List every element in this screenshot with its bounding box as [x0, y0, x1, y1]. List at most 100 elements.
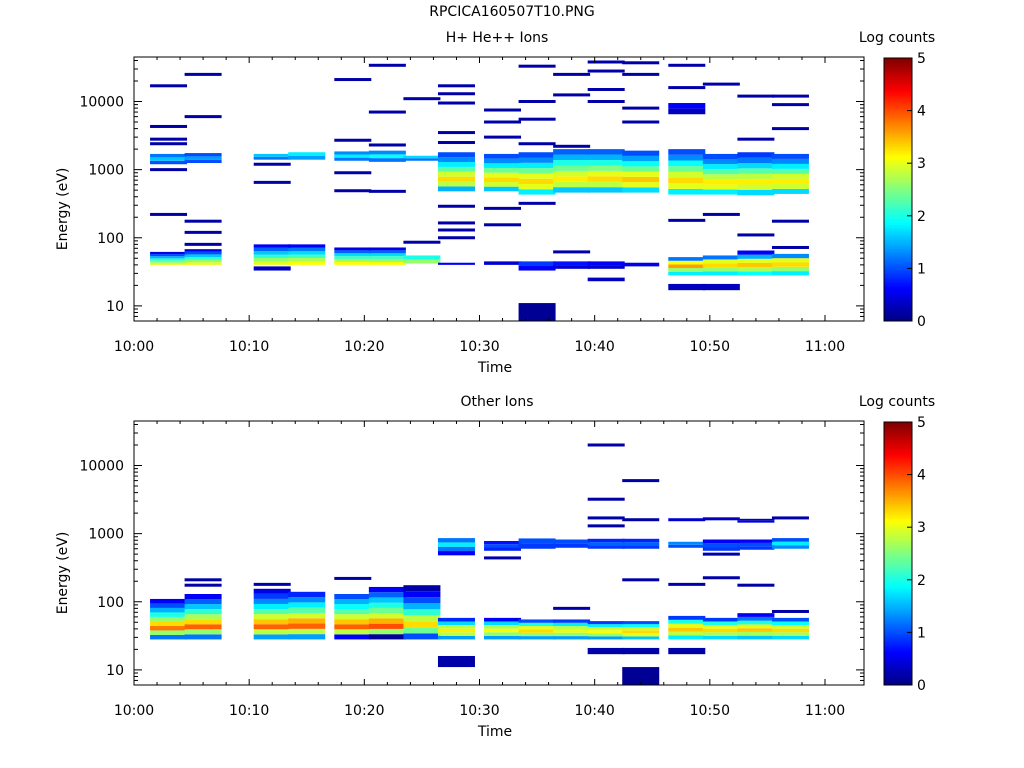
x-tick-label: 10:30 — [459, 339, 499, 355]
heatmap-cell — [437, 551, 475, 556]
heatmap-cell — [150, 124, 188, 128]
heatmap-cell — [771, 245, 809, 249]
heatmap-cell — [702, 539, 740, 544]
spectrogram-other-ions: Other Ions 10:00 10:10 10:20 10:30 10:40 10:5… — [55, 394, 935, 740]
colorbar-swatch — [884, 193, 912, 197]
heatmap-cell — [484, 167, 522, 173]
heatmap-cell — [368, 143, 406, 147]
colorbar-swatch — [884, 520, 912, 524]
heatmap-cell — [587, 100, 625, 104]
colorbar-swatch — [884, 625, 912, 629]
colorbar-swatch — [884, 518, 912, 522]
heatmap-cell — [437, 141, 475, 145]
y-tick-label: 100 — [97, 595, 124, 611]
colorbar-swatch — [884, 463, 912, 467]
heatmap-cell — [368, 256, 406, 260]
heatmap-cell — [334, 256, 372, 260]
colorbar-swatch — [884, 632, 912, 636]
colorbar-swatch — [884, 242, 912, 245]
colorbar-swatch — [884, 296, 912, 300]
heatmap-cell — [288, 254, 326, 259]
colorbar-swatch — [884, 235, 912, 239]
colorbar-swatch — [884, 310, 912, 313]
heatmap-cell — [737, 520, 775, 523]
colorbar-swatch — [884, 228, 912, 232]
colorbar-swatch — [884, 588, 912, 592]
colorbar-swatch — [884, 110, 912, 114]
heatmap-cell — [518, 303, 556, 321]
colorbar-swatch — [884, 121, 912, 125]
y-tick-label: 100 — [97, 231, 124, 247]
colorbar-swatch — [884, 248, 912, 252]
colorbar-swatch — [884, 213, 912, 217]
heatmap-cell — [288, 597, 326, 603]
heatmap-cell — [253, 162, 291, 166]
colorbar-swatch — [884, 132, 912, 136]
colorbar-swatch — [884, 544, 912, 548]
heatmap-cell — [437, 228, 475, 232]
colorbar-swatch — [884, 305, 912, 309]
heatmap-cell — [771, 219, 809, 223]
colorbar-swatch — [884, 663, 912, 666]
colorbar-swatch — [884, 169, 912, 173]
colorbar-swatch — [884, 261, 912, 265]
heatmap-cell — [288, 591, 326, 598]
heatmap-cell — [150, 84, 188, 88]
heatmap-cell — [184, 153, 222, 157]
colorbar-swatch — [884, 553, 912, 557]
y-tick-label: 10000 — [79, 459, 124, 475]
heatmap-cell — [184, 629, 222, 635]
colorbar-swatch — [884, 104, 912, 107]
colorbar-swatch — [884, 125, 912, 129]
colorbar-swatch — [884, 540, 912, 544]
x-tick-label: 10:00 — [114, 703, 154, 719]
heatmap-cell — [622, 171, 660, 177]
heatmap-cell — [553, 636, 591, 640]
heatmap-cell — [484, 621, 522, 626]
heatmap-cell — [771, 183, 809, 189]
heatmap-cell — [368, 634, 406, 640]
x-tick-label: 11:00 — [805, 339, 845, 355]
heatmap-cell — [253, 624, 291, 630]
heatmap-cell — [622, 182, 660, 188]
heatmap-cell — [368, 150, 406, 155]
colorbar-swatch — [884, 656, 912, 660]
heatmap-cell — [553, 181, 591, 188]
heatmap-cell — [368, 618, 406, 624]
colorbar-swatch — [884, 239, 912, 243]
colorbar-swatch — [884, 682, 912, 686]
heatmap-cell — [518, 173, 556, 179]
heatmap-cell — [737, 163, 775, 169]
colorbar-swatch — [884, 459, 912, 462]
heatmap-cell — [702, 625, 740, 629]
heatmap-cell — [518, 619, 556, 623]
heatmap-cell — [668, 171, 706, 178]
heatmap-cell — [368, 623, 406, 629]
heatmap-cell — [334, 250, 372, 254]
heatmap-cell — [403, 597, 441, 604]
heatmap-cell — [184, 599, 222, 605]
heatmap-cell — [737, 267, 775, 272]
heatmap-cell — [334, 599, 372, 605]
colorbar-tick-label: 3 — [917, 520, 926, 536]
heatmap-cell — [702, 628, 740, 633]
x-tick-label: 11:00 — [805, 703, 845, 719]
colorbar-swatch — [884, 494, 912, 498]
heatmap-cell — [150, 168, 188, 172]
heatmap-cell — [771, 617, 809, 622]
heatmap-cell — [253, 593, 291, 599]
colorbar-swatch — [884, 141, 912, 144]
heatmap-cell — [437, 84, 475, 88]
colorbar-swatch — [884, 58, 912, 61]
heatmap-cells — [150, 60, 809, 321]
heatmap-cell — [587, 265, 625, 269]
heatmap-cell — [737, 262, 775, 268]
colorbar-swatch — [884, 610, 912, 614]
heatmap-cell — [622, 106, 660, 110]
heatmap-cell — [702, 153, 740, 160]
heatmap-cell — [334, 151, 372, 155]
heatmap-cell — [622, 155, 660, 162]
heatmap-cell — [737, 254, 775, 259]
heatmap-cell — [368, 259, 406, 262]
heatmap-cell — [622, 647, 660, 655]
